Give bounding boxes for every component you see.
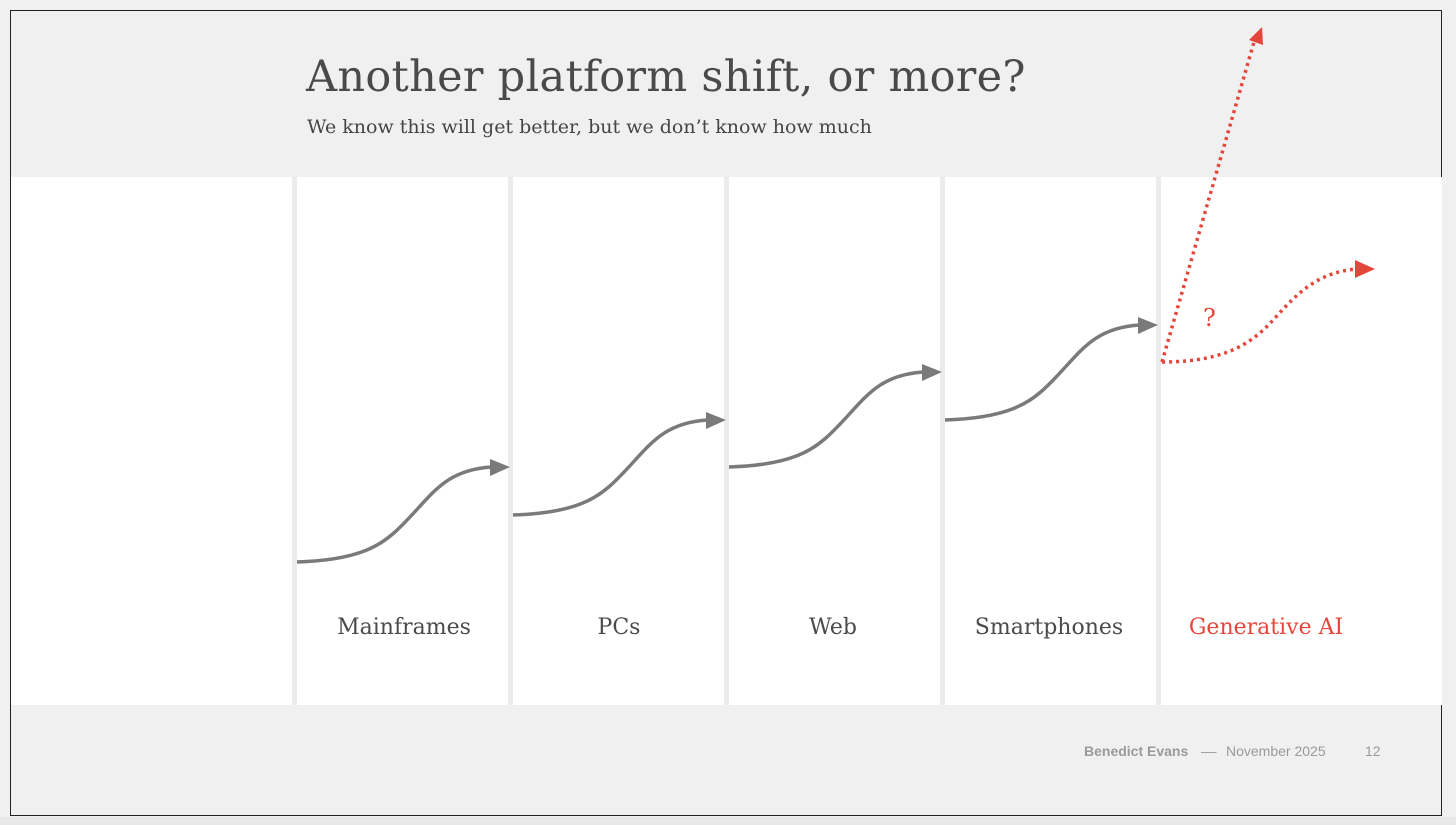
- arrow-head-pcs: [706, 412, 726, 429]
- arrow-head-s-curve: [1355, 260, 1375, 278]
- bottom-strip: [0, 817, 1456, 825]
- s-curve-mainframes: [296, 465, 493, 564]
- label-generative-ai: Generative AI: [1188, 615, 1344, 640]
- footer-date: November 2025: [1226, 743, 1326, 759]
- arrow-head-web: [922, 364, 942, 381]
- arrow-head-mainframes: [490, 459, 510, 476]
- column-divider: [940, 177, 945, 705]
- page-number: 12: [1365, 743, 1381, 759]
- s-curve-web: [728, 370, 925, 469]
- column-divider: [292, 177, 297, 705]
- column-divider: [724, 177, 729, 705]
- label-mainframes: Mainframes: [337, 615, 471, 640]
- column-divider: [508, 177, 513, 705]
- dotted-s-curve: [1161, 267, 1358, 364]
- slide-subtitle: We know this will get better, but we don…: [307, 116, 872, 138]
- column-divider: [1156, 177, 1161, 705]
- s-curve-pcs: [512, 418, 709, 517]
- label-pcs: PCs: [597, 615, 641, 640]
- label-smartphones: Smartphones: [974, 615, 1124, 640]
- label-web: Web: [809, 615, 857, 640]
- s-curve-smartphones: [944, 323, 1141, 422]
- question-mark: ?: [1203, 304, 1216, 332]
- footer-separator: ––: [1201, 743, 1217, 759]
- footer-author: Benedict Evans: [1084, 743, 1189, 759]
- arrow-head-steep: [1249, 27, 1263, 45]
- arrow-head-smartphones: [1138, 317, 1158, 334]
- slide-title: Another platform shift, or more?: [306, 52, 1026, 102]
